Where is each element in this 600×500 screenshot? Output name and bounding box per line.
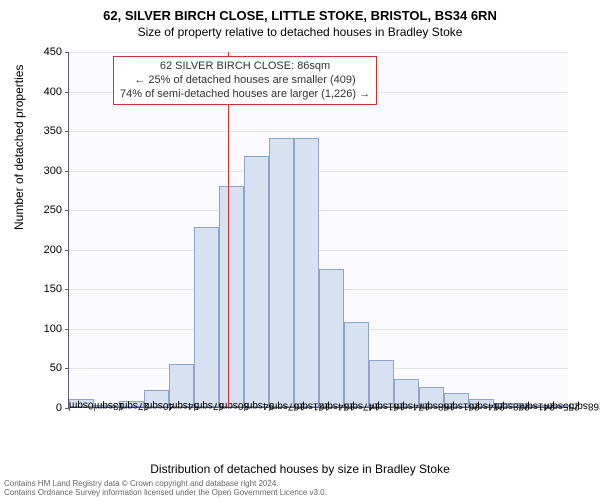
annotation-line-3: 74% of semi-detached houses are larger (… [120,88,370,102]
histogram-bar [294,138,319,407]
histogram-bar [344,322,369,407]
y-tick-mark [65,210,69,211]
y-tick-label: 100 [32,323,62,335]
histogram-bar [219,186,244,408]
footer-attribution: Contains HM Land Registry data © Crown c… [4,480,327,498]
y-tick-mark [65,368,69,369]
y-tick-mark [65,250,69,251]
y-tick-label: 0 [32,402,62,414]
chart-plot-area: 0sqm13sqm27sqm40sqm54sqm67sqm80sqm94sqm1… [68,52,568,408]
y-tick-label: 250 [32,204,62,216]
histogram-bar [269,138,294,407]
annotation-line-1: 62 SILVER BIRCH CLOSE: 86sqm [120,60,370,74]
x-axis-label: Distribution of detached houses by size … [0,462,600,476]
y-tick-mark [65,289,69,290]
gridline [69,131,568,132]
y-tick-label: 450 [32,46,62,58]
histogram-bar [244,156,269,407]
y-tick-label: 300 [32,165,62,177]
y-tick-mark [65,171,69,172]
y-tick-label: 150 [32,283,62,295]
footer-line-2: Contains Ordnance Survey information lic… [4,489,327,498]
y-tick-mark [65,131,69,132]
chart-title-block: 62, SILVER BIRCH CLOSE, LITTLE STOKE, BR… [0,0,600,39]
annotation-box: 62 SILVER BIRCH CLOSE: 86sqm← 25% of det… [113,56,377,105]
y-tick-mark [65,329,69,330]
chart-title: 62, SILVER BIRCH CLOSE, LITTLE STOKE, BR… [0,8,600,23]
chart-subtitle: Size of property relative to detached ho… [0,25,600,39]
y-tick-label: 50 [32,362,62,374]
y-tick-label: 350 [32,125,62,137]
y-axis-label: Number of detached properties [12,65,26,230]
histogram-bar [319,269,344,407]
y-tick-label: 400 [32,86,62,98]
y-tick-mark [65,92,69,93]
annotation-line-2: ← 25% of detached houses are smaller (40… [120,74,370,88]
y-tick-mark [65,52,69,53]
reference-line [228,52,229,407]
y-tick-label: 200 [32,244,62,256]
gridline [69,52,568,53]
histogram-bar [194,227,219,407]
